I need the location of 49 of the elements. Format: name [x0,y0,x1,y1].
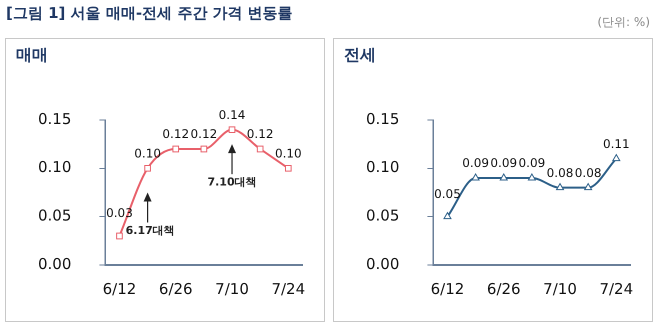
x-tick-label: 7/10 [215,280,249,298]
point [256,146,264,152]
x-tick-label: 7/24 [599,280,634,298]
point [612,154,620,162]
text: (단위: %) [597,14,650,31]
point [556,183,564,190]
annotation: 6.17대책 [126,224,175,237]
x-tick-label: 6/12 [430,280,464,298]
x-tick-label: 6/26 [158,280,193,298]
point [472,174,480,180]
data-label: 0.11 [602,136,630,151]
text: [그림 1] 서울 매매-전세 주간 가격 변동률 [6,4,293,23]
point [200,146,208,152]
point [444,212,452,220]
data-label: 0.10 [134,146,161,160]
y-tick-label: 0.15 [366,110,400,128]
point [284,165,292,172]
data-label: 0.09 [518,156,546,170]
data-label: 0.08 [574,166,602,180]
point [528,174,536,180]
data-label: 0.09 [462,156,489,170]
y-tick-label: 0.05 [38,206,72,225]
x-tick-label: 6/26 [486,280,521,298]
data-label: 0.09 [490,156,518,170]
data-label: 0.05 [434,186,461,201]
y-tick-label: 0.10 [366,158,400,176]
annotation: 7.10대책 [207,176,257,189]
x-tick-label: 7/24 [271,280,306,298]
y-tick-label: 0.05 [366,206,400,225]
point [172,146,180,152]
data-label: 0.10 [274,146,302,160]
point [116,232,123,240]
point [228,126,236,133]
chart-title: 전세 [344,45,376,66]
y-tick-label: 0.00 [38,254,72,273]
x-tick-label: 6/12 [102,280,136,298]
data-label: 0.12 [246,127,274,142]
chart-title: 매매 [16,45,48,66]
y-tick-label: 0.00 [366,254,400,273]
point [144,165,151,172]
data-label: 0.08 [546,166,574,180]
y-tick-label: 0.15 [38,110,72,128]
point [500,174,508,180]
data-label: 0.12 [190,127,218,142]
x-tick-label: 7/10 [543,280,577,298]
y-tick-label: 0.10 [38,158,72,176]
data-label: 0.14 [218,108,246,122]
data-label: 0.12 [162,127,190,142]
point [584,183,592,190]
